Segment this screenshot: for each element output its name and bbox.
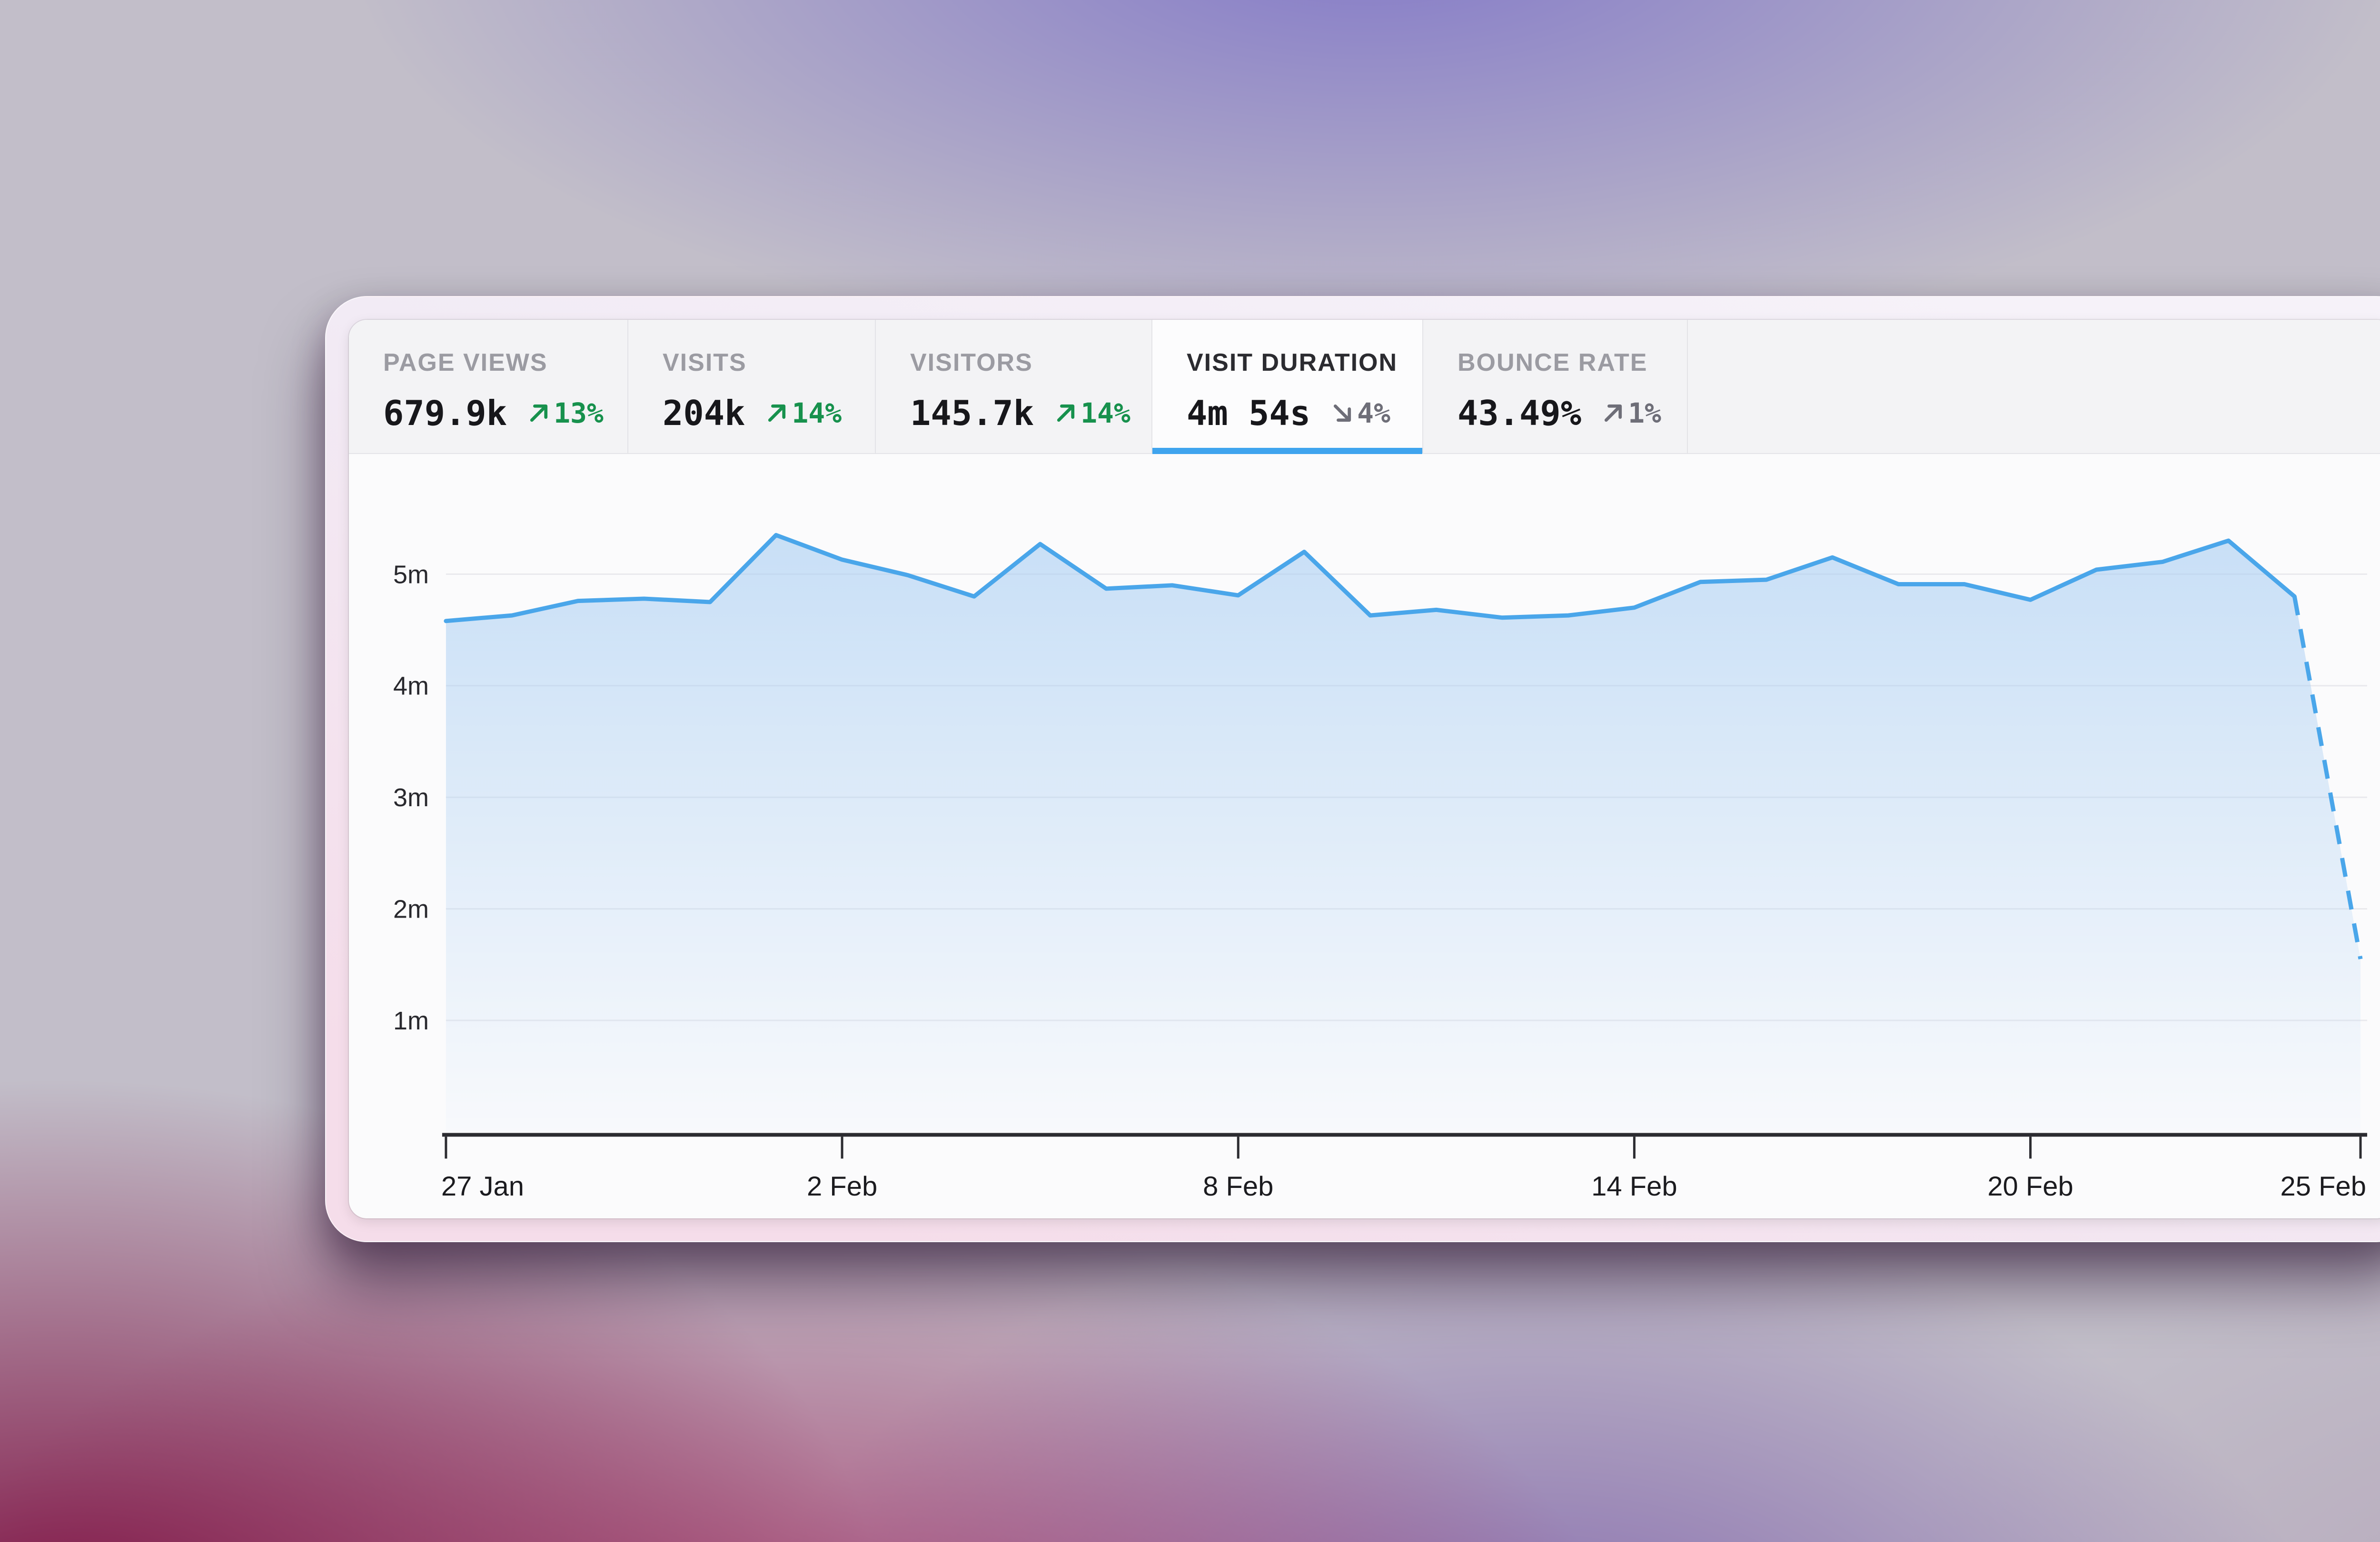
area-chart[interactable]: 1m 2m 3m 4m 5m 27 Jan 2 Feb 8 Feb 14 Feb 20 Feb 25…: [349, 454, 2380, 1218]
stat-value: 204k: [663, 393, 745, 433]
x-axis-label: 14 Feb: [1591, 1171, 1677, 1202]
area-fill: [446, 535, 2361, 1132]
stat-change: 4%: [1357, 397, 1390, 429]
stats-tabbar: PAGE VIEWS 679.9k 13% VISITS: [349, 320, 2380, 454]
y-axis-label: 5m: [393, 560, 429, 589]
x-axis-label: 27 Jan: [441, 1171, 524, 1202]
stat-value: 145.7k: [910, 393, 1034, 433]
tab-page-views[interactable]: PAGE VIEWS 679.9k 13%: [349, 320, 628, 454]
y-axis-label: 4m: [393, 672, 429, 701]
stat-value: 43.49%: [1458, 393, 1582, 433]
trend-up-icon: [526, 400, 552, 426]
y-axis-label: 2m: [393, 895, 429, 924]
stat-value: 4m 54s: [1187, 393, 1311, 433]
trend-line: [444, 533, 2297, 623]
visit-duration-chart: 1m 2m 3m 4m 5m 27 Jan 2 Feb 8 Feb 14 Feb 20 Feb 25…: [349, 454, 2380, 1218]
tab-visits[interactable]: VISITS 204k 14%: [628, 320, 876, 454]
stat-change: 1%: [1628, 397, 1661, 429]
stat-change: 14%: [792, 397, 842, 429]
analytics-card: PAGE VIEWS 679.9k 13% VISITS: [325, 296, 2380, 1242]
x-axis-label: 2 Feb: [807, 1171, 877, 1202]
tab-label: VISITORS: [910, 349, 1033, 376]
stat-value: 679.9k: [383, 393, 507, 433]
trend-down-icon: [1329, 400, 1355, 426]
x-axis-label: 25 Feb: [2281, 1171, 2366, 1202]
trend-line-dashed: [2292, 596, 2363, 959]
tabbar-filler: [1688, 320, 2380, 454]
tab-bounce-rate[interactable]: BOUNCE RATE 43.49% 1%: [1423, 320, 1688, 454]
stat-change: 13%: [554, 397, 604, 429]
y-axis-label: 3m: [393, 783, 429, 812]
trend-up-icon: [1600, 400, 1626, 426]
stat-change: 14%: [1081, 397, 1130, 429]
x-axis-label: 20 Feb: [1987, 1171, 2073, 1202]
tab-label: PAGE VIEWS: [383, 349, 548, 376]
tab-label: BOUNCE RATE: [1458, 349, 1648, 376]
tab-label: VISIT DURATION: [1187, 349, 1398, 376]
active-tab-underline: [1152, 448, 1422, 454]
tab-visitors[interactable]: VISITORS 145.7k 14%: [876, 320, 1152, 454]
trend-up-icon: [764, 400, 790, 426]
tab-label: VISITS: [663, 349, 747, 376]
tab-visit-duration[interactable]: VISIT DURATION 4m 54s 4%: [1152, 320, 1423, 454]
y-axis-label: 1m: [393, 1007, 429, 1035]
x-axis-label: 8 Feb: [1203, 1171, 1273, 1202]
analytics-panel: PAGE VIEWS 679.9k 13% VISITS: [349, 320, 2380, 1218]
trend-up-icon: [1053, 400, 1079, 426]
